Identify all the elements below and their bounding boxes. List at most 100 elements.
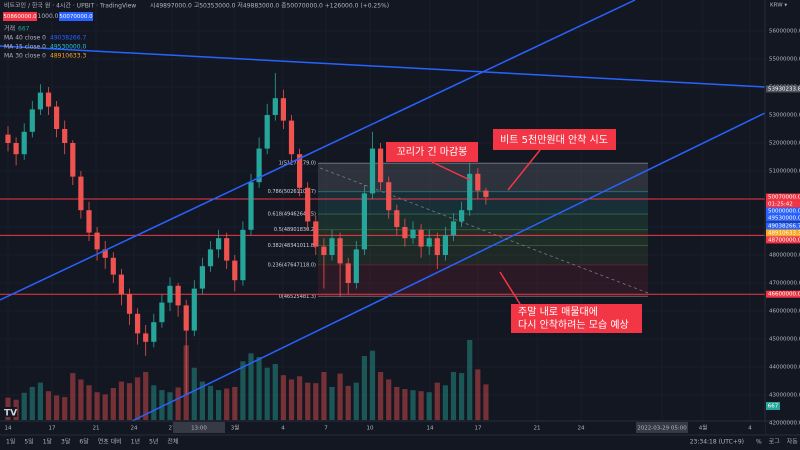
x-tick-label: 4월	[699, 424, 708, 432]
candle-body	[297, 154, 303, 188]
volume-bar	[467, 340, 473, 420]
candle-body	[426, 238, 432, 247]
volume-bar	[240, 361, 246, 420]
indicator-value: 667	[18, 26, 30, 33]
x-tick-label: 14	[427, 426, 434, 432]
volume-bar	[402, 389, 408, 420]
candle-body	[313, 221, 319, 247]
candle-body	[475, 173, 481, 191]
buy-box[interactable]	[59, 12, 93, 21]
price-tag	[766, 229, 800, 237]
volume-bar	[216, 390, 222, 420]
volume-bar	[37, 382, 43, 420]
candle-body	[240, 229, 246, 281]
range-button[interactable]: 전체	[167, 438, 178, 446]
symbol: 비트코인 / 한국 원 · 4시간 · UPBIT · TradingView	[4, 2, 136, 10]
volume-bar	[126, 383, 133, 420]
candle-body	[110, 257, 116, 275]
volume-bar	[378, 372, 384, 420]
candle-body	[135, 313, 141, 334]
y-tick-label: 46000000.0	[769, 309, 800, 315]
volume-bar	[232, 386, 238, 420]
dashed-line	[319, 167, 649, 294]
y-tick-label: 55000000.0	[769, 57, 800, 63]
volume-bar	[272, 364, 278, 420]
fib-label: 0.786(50261101.7)	[268, 189, 316, 195]
y-tick-label: 45000000.0	[769, 337, 800, 343]
price-tag	[766, 222, 800, 230]
price-tag	[766, 85, 800, 93]
volume-bar	[207, 385, 214, 420]
range-button[interactable]: 3달	[61, 438, 71, 446]
volume-bar	[353, 382, 359, 420]
volume-bar	[256, 357, 262, 420]
volume-bar	[167, 392, 173, 420]
volume-bar	[426, 392, 432, 420]
x-tick-label: 17	[49, 426, 56, 432]
fib-label: 0.618(49462648.5)	[268, 212, 316, 218]
trend-line	[129, 112, 766, 423]
price-tag-label: 46600000.0	[768, 292, 800, 298]
range-button[interactable]: 1일	[6, 438, 15, 446]
candle-body	[94, 232, 100, 250]
candle-body	[175, 285, 181, 306]
x-tick-label: 24	[131, 426, 138, 432]
candle-body	[159, 302, 165, 323]
range-button[interactable]: 연초 대비	[98, 438, 122, 446]
x-tick-label: 17	[475, 426, 482, 432]
candle-body	[337, 238, 343, 264]
volume-bar	[29, 386, 35, 420]
annotation: 다시 안착하려는 모습 예상	[518, 318, 629, 331]
volume-tag: 667	[768, 404, 779, 410]
candle-body	[183, 305, 189, 331]
price-tag-label: 48700000.0	[768, 237, 800, 243]
candle-body	[394, 210, 400, 227]
volume-bar	[394, 386, 400, 420]
y-tick-label: 52000000.0	[769, 141, 800, 147]
candle-body	[402, 227, 408, 239]
candle-body	[329, 238, 335, 255]
volume-bar	[102, 394, 108, 420]
price-tag-label: 50070000.0	[768, 195, 800, 201]
candle-body	[37, 92, 43, 110]
buy-price[interactable]: 50070000.0	[59, 14, 93, 20]
volume-bar	[21, 392, 27, 420]
candle-body	[345, 263, 351, 283]
price-tag	[766, 207, 800, 215]
range-button[interactable]: 6달	[79, 438, 89, 446]
candle-body	[361, 193, 367, 250]
axis-option[interactable]: 자동	[787, 438, 799, 446]
range-button[interactable]: 5년	[149, 438, 158, 446]
y-tick-label: 53000000.0	[769, 113, 800, 119]
indicator-name: MA 40 close 0	[4, 35, 46, 42]
candle-body	[353, 249, 359, 283]
sell-box[interactable]	[3, 12, 37, 21]
indicator-value: 49530000.0	[50, 44, 86, 51]
candle-body	[151, 322, 157, 342]
y-tick-label: 43000000.0	[769, 393, 800, 399]
candle-body	[167, 285, 173, 303]
volume-bar	[418, 391, 424, 420]
range-button[interactable]: 1년	[131, 438, 140, 446]
range-button[interactable]: 1달	[43, 438, 53, 446]
volume-bar	[483, 384, 489, 420]
countdown-bg	[766, 200, 800, 208]
volume-bar	[280, 375, 286, 420]
volume-bar	[329, 386, 335, 420]
annotation-box	[493, 129, 616, 150]
price-tag	[766, 214, 800, 222]
fib-label: 0(46525481.3)	[279, 294, 316, 300]
axis-option[interactable]: %	[756, 439, 762, 446]
currency[interactable]: KRW ▾	[770, 3, 787, 9]
axis-option[interactable]: 로그	[769, 439, 781, 446]
range-button[interactable]: 5일	[24, 438, 33, 446]
y-tick-label: 44000000.0	[769, 365, 800, 371]
volume-bar	[191, 367, 197, 420]
annotation-arrow	[507, 149, 541, 191]
candle-body	[321, 246, 327, 255]
sell-price[interactable]: 50860000.0	[3, 14, 37, 20]
time-highlight	[173, 422, 225, 433]
x-tick-label: 13:00	[191, 426, 207, 432]
x-tick-label: 24	[578, 426, 585, 432]
